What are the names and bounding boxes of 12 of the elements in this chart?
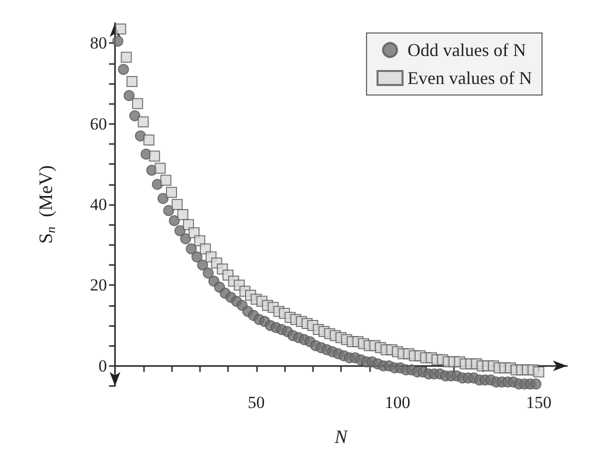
legend-label: Odd values of N [408, 40, 526, 60]
x-tick-label: 100 [384, 393, 410, 412]
y-axis-title: Sn (MeV) [36, 165, 58, 244]
x-tick-label: 50 [248, 393, 265, 412]
x-tick-label: 150 [526, 393, 552, 412]
y-tick-label: 80 [90, 34, 107, 53]
y-tick-label: 20 [90, 276, 107, 295]
y-tick-label: 40 [90, 195, 107, 214]
x-axis-title: N [334, 427, 349, 448]
y-tick-label: 60 [90, 114, 107, 134]
y-tick-label: 0 [98, 356, 107, 376]
legend-label: Even values of N [408, 68, 532, 88]
